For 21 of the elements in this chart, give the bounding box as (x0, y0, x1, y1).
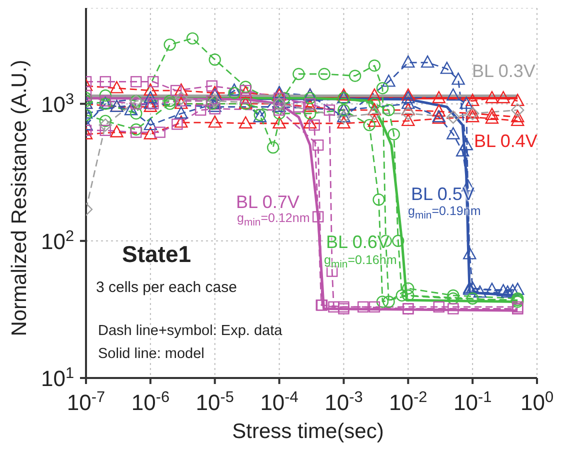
x-tick-label: 10$^{-6}$ (131, 388, 170, 415)
x-tick-label: 10$^{-5}$ (196, 388, 234, 415)
annotation: BL 0.7V (236, 192, 300, 213)
annotation: BL 0.4V (474, 131, 538, 152)
x-tick-label: 10$^{-7}$ (66, 388, 106, 415)
y-tick-label: 10$^{2}$ (40, 227, 74, 254)
y-tick-label: 10$^{3}$ (40, 90, 74, 117)
annotation: 3 cells per each case (96, 279, 237, 296)
x-axis-title: Stress time(sec) (232, 420, 384, 444)
x-tick-label: 10$^{-1}$ (453, 388, 492, 415)
x-tick-label: 10$^{-2}$ (389, 388, 428, 415)
annotation: State1 (122, 241, 192, 268)
annotation: BL 0.3V (472, 61, 536, 82)
x-tick-label: 10$^{-3}$ (324, 388, 363, 415)
x-tick-label: 10$^{0}$ (520, 388, 554, 415)
y-axis-title: Normalized Resistance (A.U.) (8, 60, 32, 336)
annotation: Solid line: model (98, 346, 204, 363)
annotation: Dash line+symbol: Exp. data (98, 323, 282, 340)
y-tick-label: 10$^{1}$ (40, 364, 74, 391)
x-tick-label: 10$^{-4}$ (260, 388, 299, 415)
annotation: g$_{min}$=0.12nm (237, 211, 310, 229)
